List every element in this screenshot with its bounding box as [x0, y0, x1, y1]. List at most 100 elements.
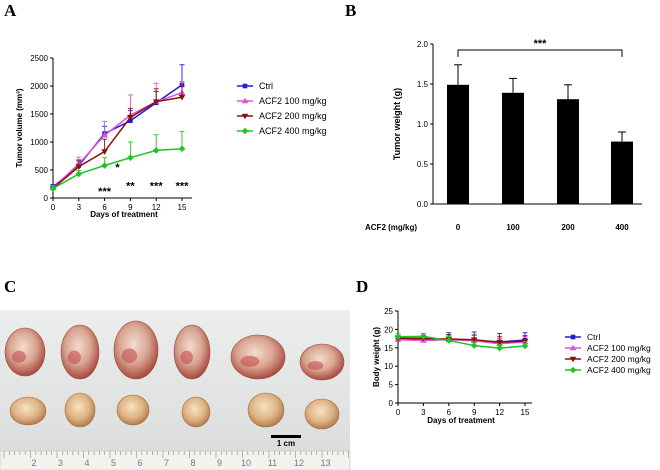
tumor-large — [113, 320, 159, 380]
series-line — [398, 337, 526, 344]
legend-marker — [569, 366, 577, 374]
chart-a-ytick-label: 1000 — [30, 138, 48, 147]
chart-b-tumor-weight: Tumor weight (g) ACF2 (mg/kg) 0.0 0.5 1.0 1… — [365, 38, 642, 232]
chart-a-xtick-label: 0 — [51, 203, 56, 212]
tumor-photo: 1 cm 2 3 4 5 6 7 8 9 10 11 12 13 — [0, 310, 351, 470]
bar — [557, 99, 579, 204]
legend-marker — [241, 113, 249, 120]
data-point — [178, 94, 186, 101]
legend-label: Ctrl — [587, 332, 600, 342]
chart-b-ylabel: Tumor weight (g) — [392, 88, 402, 160]
data-point — [101, 149, 108, 155]
data-point — [521, 342, 529, 350]
tumor-large — [173, 324, 211, 380]
data-point — [470, 337, 478, 344]
tumor-large — [4, 327, 46, 377]
legend-label: ACF2 200 mg/kg — [259, 111, 327, 121]
legend-marker — [570, 334, 576, 340]
bar — [611, 141, 633, 204]
chart-a-ytick-label: 2000 — [30, 82, 48, 91]
tumor-vessel — [180, 350, 193, 365]
legend-marker — [569, 356, 577, 363]
chart-a-ylabel: Tumor volume (mm³) — [15, 88, 24, 167]
ruler-number: 2 — [31, 458, 36, 468]
chart-d-ytick-label: 20 — [384, 325, 393, 334]
tumor-small — [9, 396, 47, 426]
chart-a-xtick-label: 15 — [178, 203, 187, 212]
series-line — [397, 335, 526, 349]
significance-bracket — [457, 49, 623, 57]
data-point — [445, 337, 453, 344]
chart-d-xtick-label: 6 — [447, 408, 452, 417]
significance-marker: *** — [150, 181, 164, 193]
tumor-large — [299, 343, 345, 381]
ruler-number: 13 — [320, 458, 330, 468]
chart-d-xtick-label: 0 — [396, 408, 401, 417]
data-point — [152, 147, 160, 154]
chart-a-ytick-label: 1500 — [30, 110, 48, 119]
series-acf2-200-mg-kg — [49, 85, 186, 192]
chart-a-xtick-label: 12 — [152, 203, 161, 212]
chart-d-xtick-label: 9 — [472, 408, 477, 417]
chart-a-ytick-label: 2500 — [30, 54, 48, 63]
data-point — [420, 333, 427, 340]
tumor-small — [304, 398, 340, 430]
data-point — [127, 154, 134, 161]
data-point — [75, 170, 83, 178]
tumor-vessel — [121, 348, 138, 364]
series-line — [397, 338, 526, 345]
chart-a-xtick-label: 3 — [77, 203, 82, 212]
data-point — [49, 185, 57, 192]
chart-d-body-weight: Body weight (g) Days of treatment 0 5 10 15… — [372, 307, 651, 425]
chart-d-ytick-label: 5 — [389, 381, 394, 390]
chart-b-ytick-label: 2.0 — [417, 40, 429, 49]
ruler-number: 3 — [58, 458, 63, 468]
legend-label: ACF2 400 mg/kg — [259, 126, 327, 136]
significance-marker: *** — [98, 186, 112, 198]
chart-d-ytick-label: 25 — [384, 307, 393, 316]
series-line — [52, 147, 183, 190]
chart-d-ylabel: Body weight (g) — [372, 327, 381, 387]
chart-d-ytick-label: 10 — [384, 362, 393, 371]
legend-marker — [241, 127, 249, 135]
data-point — [496, 339, 503, 346]
data-point — [128, 118, 133, 124]
tumor-vessel — [12, 350, 26, 363]
chart-d-xtick-label: 3 — [421, 408, 426, 417]
legend-marker — [569, 344, 577, 351]
panel-label-b: B — [345, 1, 356, 20]
significance-marker: * — [115, 162, 120, 174]
chart-d-xtick-label: 12 — [495, 408, 504, 417]
tumor-small — [181, 396, 211, 428]
chart-b-xtick-label: 200 — [561, 223, 575, 232]
bar — [502, 92, 524, 204]
chart-b-xtick-label: 0 — [456, 223, 461, 232]
legend-marker — [242, 83, 248, 89]
panel-label-c: C — [4, 277, 16, 296]
chart-a-tumor-volume: Tumor volume (mm³) Days of treatment 0 50… — [15, 54, 327, 219]
tumor-small — [116, 394, 150, 426]
significance-marker: ** — [126, 181, 135, 193]
series-acf2-400-mg-kg — [394, 332, 529, 352]
chart-b-ytick-label: 0.0 — [417, 200, 429, 209]
tumor-small — [64, 392, 96, 428]
chart-b-xlabel: ACF2 (mg/kg) — [365, 223, 417, 232]
data-point — [127, 115, 134, 121]
legend-label: ACF2 100 mg/kg — [587, 343, 651, 353]
chart-d-ytick-label: 0 — [389, 399, 394, 408]
ruler-number: 8 — [190, 458, 195, 468]
tumor-small — [247, 392, 285, 428]
scale-bar-label: 1 cm — [277, 439, 295, 448]
chart-d-ytick-label: 15 — [384, 344, 393, 353]
legend-label: ACF2 400 mg/kg — [587, 365, 651, 375]
data-point — [394, 333, 402, 341]
chart-a-ytick-label: 0 — [44, 194, 49, 203]
data-point — [496, 344, 503, 352]
legend-label: ACF2 200 mg/kg — [587, 354, 651, 364]
tumor-vessel — [307, 361, 324, 371]
scale-bar — [271, 435, 301, 438]
ruler-number: 10 — [241, 458, 251, 468]
tumor-vessel — [67, 350, 81, 365]
photo-background — [0, 310, 350, 470]
